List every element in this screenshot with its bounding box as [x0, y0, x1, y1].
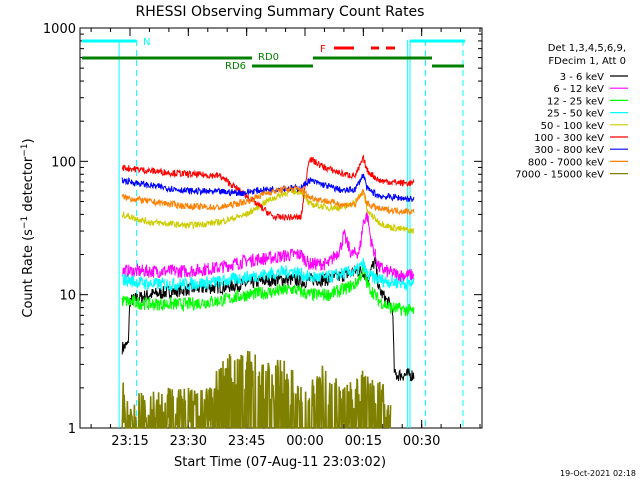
legend-item: 300 - 800 keV — [534, 145, 604, 156]
legend-header: Det 1,3,4,5,6,9, — [548, 43, 626, 54]
legend-item: 25 - 50 keV — [547, 109, 604, 120]
legend-item: 100 - 300 keV — [534, 133, 604, 144]
bar-RD6-label: RD6 — [225, 61, 246, 72]
series-300to800keV — [121, 173, 415, 202]
legend-item: 3 - 6 keV — [560, 72, 604, 83]
series-12to25keV — [121, 266, 415, 317]
series-lines — [121, 154, 415, 429]
legend-item: 6 - 12 keV — [553, 84, 604, 95]
x-tick-label: 00:15 — [345, 434, 382, 449]
status-bars: N F RD0 RD6 — [82, 37, 465, 72]
bar-F-label: F — [320, 44, 326, 55]
x-tick-label: 23:45 — [228, 434, 265, 449]
timestamp: 19-Oct-2021 02:18 — [560, 469, 636, 478]
chart-title: RHESSI Observing Summary Count Rates — [136, 4, 425, 20]
bar-N-label: N — [143, 37, 150, 48]
legend-item: 7000 - 15000 keV — [515, 170, 604, 181]
legend-item: 50 - 100 keV — [541, 121, 605, 132]
y-tick-label: 1000 — [43, 22, 76, 37]
cyan-vlines — [118, 40, 464, 428]
x-tick-label: 00:00 — [286, 434, 323, 449]
series-7000to15000keV — [121, 350, 392, 429]
x-tick-label: 23:30 — [170, 434, 207, 449]
series-100to300keV — [121, 154, 415, 221]
series-50to100keV — [121, 188, 415, 234]
y-tick-label: 1 — [68, 422, 76, 437]
x-tick-label: 23:15 — [111, 434, 148, 449]
y-tick-label: 100 — [51, 155, 76, 170]
legend-header: FDecim 1, Att 0 — [548, 56, 626, 67]
series-800to7000keV — [121, 184, 415, 216]
bar-RD0-label: RD0 — [258, 52, 279, 63]
series-25to50keV — [121, 258, 415, 292]
legend: Det 1,3,4,5,6,9, FDecim 1, Att 0 3 - 6 keV… — [515, 43, 628, 181]
legend-item: 12 - 25 keV — [547, 96, 604, 107]
x-axis-label: Start Time (07-Aug-11 23:03:02) — [174, 455, 386, 470]
series-6to12keV — [121, 210, 415, 282]
axes: 1 10 100 1000 23:15 23:30 23:45 00:00 00:15 00:30 — [43, 22, 482, 449]
legend-item: 800 - 7000 keV — [528, 157, 604, 168]
y-axis-label: Count Rate (s−1 detector−1) — [20, 138, 36, 317]
x-tick-label: 00:30 — [403, 434, 440, 449]
y-tick-label: 10 — [59, 289, 76, 304]
